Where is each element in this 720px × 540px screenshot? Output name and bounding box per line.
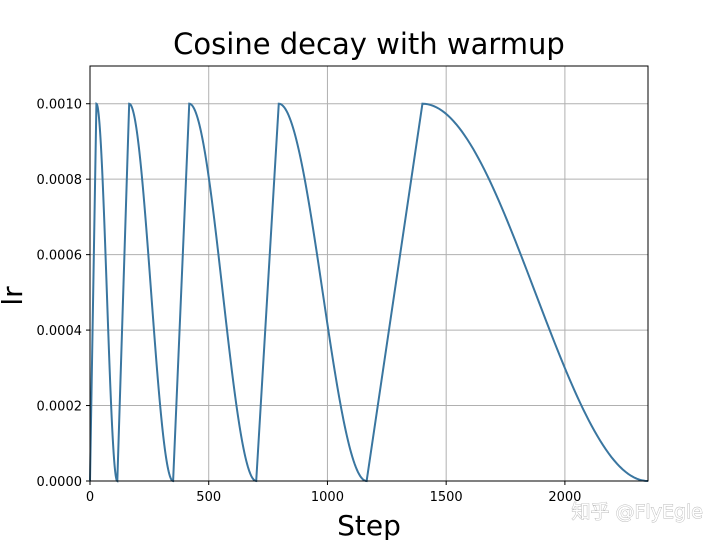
y-axis-ticks: 0.0000 0.0002 0.0004 0.0006 0.0008 0.0010 [37, 98, 90, 490]
y-tick-label: 0.0004 [37, 324, 83, 339]
x-tick-label: 500 [196, 490, 221, 505]
chart-title: Cosine decay with warmup [173, 27, 565, 61]
y-tick-label: 0.0010 [37, 98, 83, 113]
series-line [89, 102, 649, 483]
x-axis-label: Step [337, 509, 401, 540]
y-tick-label: 0.0006 [37, 249, 83, 264]
gridlines [89, 66, 648, 482]
watermark-text: 知乎 @FlyEgle [571, 501, 703, 523]
plot-frame [89, 65, 649, 482]
x-tick-label: 0 [86, 490, 94, 505]
x-tick-label: 1000 [311, 490, 344, 505]
y-axis-label: lr [0, 286, 29, 306]
x-tick-label: 1500 [430, 490, 463, 505]
y-tick-label: 0.0002 [37, 400, 83, 415]
y-tick-label: 0.0008 [37, 173, 83, 188]
x-axis-ticks: 0 500 1000 1500 2000 [86, 481, 581, 505]
y-tick-label: 0.0000 [37, 475, 83, 490]
x-tick-label: 2000 [548, 490, 581, 505]
